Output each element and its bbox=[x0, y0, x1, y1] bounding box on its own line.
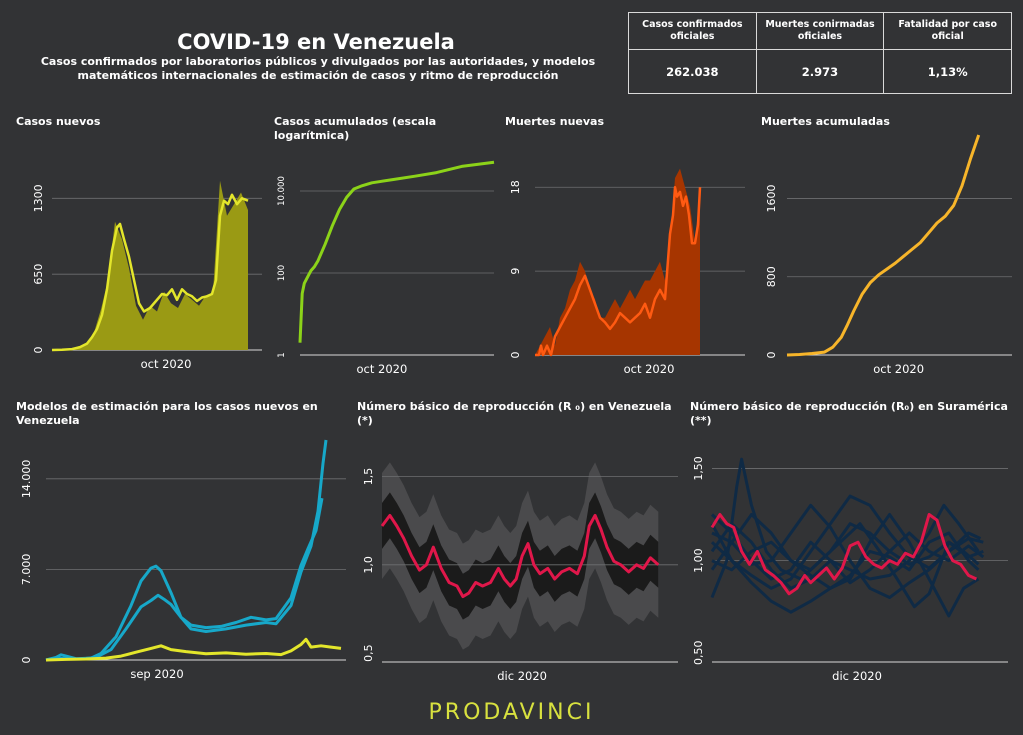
y-tick-label: 1,00 bbox=[692, 548, 705, 573]
x-tick-label: dic 2020 bbox=[832, 669, 882, 683]
series-line-model-3 bbox=[45, 637, 342, 662]
series-line-country-7 bbox=[710, 513, 980, 618]
panel-title-models: Modelos de estimación para los casos nue… bbox=[16, 400, 318, 427]
panel-title-rt-suramerica: Número básico de reproducción (R₀) en Su… bbox=[690, 400, 1008, 427]
y-tick-label: 0,50 bbox=[692, 641, 705, 666]
panel-title-deaths: Muertes nuevas bbox=[505, 115, 605, 128]
chart-rt-venezuela: 0,5 1,0 1,5 dic 2020 bbox=[362, 462, 678, 683]
x-tick-label: sep 2020 bbox=[130, 667, 183, 681]
y-tick-label: 0 bbox=[765, 352, 778, 359]
series-line-rt-venezuela bbox=[380, 513, 660, 599]
series-line-cases bbox=[51, 193, 249, 352]
y-tick-label: 1,0 bbox=[362, 556, 375, 574]
stat-header-fatality: Fatalidad por caso oficial bbox=[883, 12, 1012, 50]
series-line-model-1 bbox=[45, 439, 328, 662]
y-tick-label: 1600 bbox=[765, 185, 778, 213]
y-tick-label: 1 bbox=[277, 352, 287, 357]
series-line-deaths bbox=[535, 186, 702, 357]
chart-models: 0 7.000 14.000 sep 2020 bbox=[20, 439, 346, 681]
y-tick-label: 0 bbox=[509, 352, 522, 359]
series-line-country-5 bbox=[711, 522, 984, 572]
panel-title-cum-cases: Casos acumulados (escala logarítmica) bbox=[274, 115, 437, 142]
y-tick-label: 18 bbox=[509, 180, 522, 194]
x-tick-label: oct 2020 bbox=[357, 362, 408, 376]
x-tick-label: oct 2020 bbox=[624, 362, 675, 376]
y-tick-label: 800 bbox=[765, 266, 778, 287]
x-tick-label: oct 2020 bbox=[141, 357, 192, 371]
y-tick-label: 0 bbox=[20, 657, 33, 664]
series-line-country-8 bbox=[710, 513, 985, 585]
panel-title-cum-deaths: Muertes acumuladas bbox=[761, 115, 890, 128]
y-tick-label: 1300 bbox=[32, 184, 45, 212]
y-tick-label: 650 bbox=[32, 264, 45, 285]
y-tick-label: 0,5 bbox=[362, 644, 375, 662]
y-tick-label: 7.000 bbox=[20, 554, 33, 586]
stat-value-fatality: 1,13% bbox=[883, 49, 1012, 94]
y-tick-label: 14.000 bbox=[20, 460, 33, 499]
chart-cases: 0 650 1300 oct 2020 bbox=[32, 180, 262, 371]
panel-title-rt-venezuela: Número básico de reproducción (R ₀) en V… bbox=[357, 400, 672, 427]
y-tick-label: 1,50 bbox=[692, 456, 705, 481]
area-cases bbox=[52, 180, 248, 350]
page-title: COVID-19 en Venezuela bbox=[177, 30, 455, 54]
y-tick-label: 1,5 bbox=[362, 468, 375, 486]
y-tick-label: 100 bbox=[277, 265, 287, 281]
prodavinci-logo: PRODAVINCI bbox=[428, 700, 595, 725]
series-line-cum-deaths bbox=[786, 134, 981, 357]
stat-value-confirmed: 262.038 bbox=[628, 49, 757, 94]
stat-header-confirmed: Casos confirmados oficiales bbox=[628, 12, 757, 50]
chart-deaths: 0 9 18 oct 2020 bbox=[509, 168, 745, 376]
stat-value-deaths: 2.973 bbox=[755, 49, 885, 94]
chart-rt-suramerica: 0,50 1,00 1,50 dic 2020 bbox=[692, 456, 1008, 683]
chart-cum-deaths: 0 800 1600 oct 2020 bbox=[765, 134, 1012, 376]
panel-title-cases: Casos nuevos bbox=[16, 115, 101, 128]
stat-header-deaths: Muertes conirmadas oficiales bbox=[755, 12, 885, 50]
y-tick-label: 10.000 bbox=[277, 176, 287, 206]
chart-cum-cases: 1 100 10.000 oct 2020 bbox=[277, 160, 495, 376]
stats-table: Casos confirmados oficiales Muertes coni… bbox=[628, 12, 1012, 94]
x-tick-label: dic 2020 bbox=[497, 669, 547, 683]
page-subtitle: Casos confirmados por laboratorios públi… bbox=[40, 55, 596, 82]
series-line-rt-venezuela-sa bbox=[710, 513, 978, 596]
area-deaths bbox=[535, 168, 700, 355]
x-tick-label: oct 2020 bbox=[873, 362, 924, 376]
y-tick-label: 9 bbox=[509, 268, 522, 275]
series-line-model-2 bbox=[45, 497, 324, 662]
y-tick-label: 0 bbox=[32, 347, 45, 354]
series-line-cum-cases bbox=[298, 160, 495, 343]
